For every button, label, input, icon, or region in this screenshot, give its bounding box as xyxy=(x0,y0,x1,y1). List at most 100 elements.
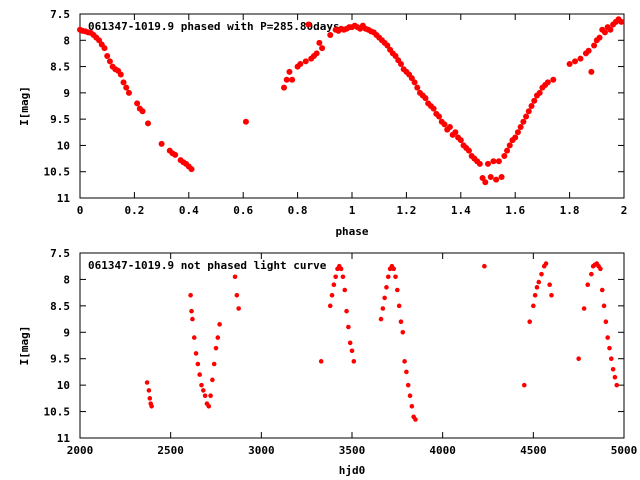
y-tick-label: 9 xyxy=(63,326,70,339)
y-tick-label: 8.5 xyxy=(50,61,70,74)
data-point xyxy=(117,71,124,78)
x-tick-label: 2500 xyxy=(157,444,184,457)
data-point xyxy=(547,282,552,288)
data-point xyxy=(349,348,355,354)
data-point xyxy=(211,361,217,367)
data-point xyxy=(430,105,437,112)
chart-title: 061347-1019.9 phased with P=285.80days xyxy=(88,20,340,33)
data-point xyxy=(195,361,201,367)
data-point xyxy=(400,329,406,335)
data-point xyxy=(589,271,594,277)
data-point xyxy=(189,308,194,314)
data-point xyxy=(577,55,584,62)
data-point xyxy=(414,84,421,91)
x-tick-label: 0.8 xyxy=(288,204,308,217)
data-point xyxy=(331,282,337,288)
data-point xyxy=(172,151,179,158)
data-point xyxy=(581,306,587,311)
data-point xyxy=(378,316,384,322)
data-point xyxy=(242,118,249,125)
data-point xyxy=(327,32,334,39)
data-point xyxy=(125,89,132,96)
x-axis-label: phase xyxy=(335,225,368,238)
data-point xyxy=(550,76,557,83)
data-point xyxy=(566,60,573,67)
x-tick-label: 5000 xyxy=(611,444,638,457)
plot-frame xyxy=(79,252,625,439)
x-tick-label: 1 xyxy=(349,204,356,217)
data-point xyxy=(598,266,603,272)
data-point xyxy=(215,335,221,340)
y-tick-label: 9.5 xyxy=(50,113,70,126)
data-point xyxy=(605,335,610,340)
data-point xyxy=(506,142,513,149)
y-tick-label: 10.5 xyxy=(44,166,71,179)
data-point xyxy=(391,266,397,272)
data-point xyxy=(382,295,387,301)
data-point xyxy=(607,26,614,33)
data-point xyxy=(527,319,533,325)
data-point xyxy=(482,179,489,186)
data-point xyxy=(512,134,519,141)
data-point xyxy=(206,403,212,409)
data-point xyxy=(147,396,153,401)
x-tick-label: 1.6 xyxy=(505,204,525,217)
data-point xyxy=(531,303,536,309)
unphased-light-curve-panel: 2000 2500 3000 3500 4000 4500 5000 7.5 8 8.5 9 9.5 1… xyxy=(18,247,637,477)
data-point xyxy=(333,274,338,280)
data-point xyxy=(618,18,625,25)
data-point xyxy=(208,393,213,399)
data-point xyxy=(543,261,549,266)
data-point xyxy=(139,108,146,115)
x-tick-label: 0.6 xyxy=(233,204,253,217)
data-point xyxy=(283,76,290,83)
data-point xyxy=(199,382,204,388)
data-point xyxy=(607,345,612,351)
y-tick-label: 10.5 xyxy=(44,406,71,419)
x-tick-label: 2000 xyxy=(67,444,94,457)
data-point xyxy=(610,366,616,372)
y-tick-label: 8.5 xyxy=(50,300,70,313)
data-point xyxy=(146,388,152,393)
data-point xyxy=(149,403,154,409)
data-point xyxy=(614,382,620,388)
data-point xyxy=(188,166,195,173)
data-point xyxy=(384,285,389,290)
data-point xyxy=(498,173,505,180)
data-point xyxy=(523,113,530,120)
data-point xyxy=(407,393,413,399)
data-point xyxy=(532,292,538,298)
data-point xyxy=(217,322,222,327)
data-point xyxy=(106,58,113,65)
data-point xyxy=(213,345,219,351)
data-point xyxy=(482,263,487,269)
data-point xyxy=(446,124,453,131)
data-point xyxy=(528,103,535,109)
y-tick-label: 7.5 xyxy=(50,247,70,260)
chart-title: 061347-1019.9 not phased light curve xyxy=(88,259,327,272)
data-point xyxy=(405,382,411,388)
data-point xyxy=(585,282,591,288)
y-axis-label: I[mag] xyxy=(18,326,31,366)
x-tick-label: 2 xyxy=(621,204,628,217)
data-point xyxy=(525,108,532,115)
data-point xyxy=(588,68,595,75)
data-point xyxy=(344,308,349,314)
data-point xyxy=(539,271,544,277)
data-point xyxy=(549,292,554,298)
x-tick-label: 1.8 xyxy=(560,204,580,217)
data-point xyxy=(398,319,404,325)
data-point xyxy=(144,380,150,385)
data-point xyxy=(409,403,415,409)
y-axis-label: I[mag] xyxy=(18,86,31,126)
data-point xyxy=(338,266,344,272)
y-tick-label: 9.5 xyxy=(50,353,70,366)
data-point xyxy=(534,285,540,290)
data-point xyxy=(436,113,443,120)
data-point xyxy=(520,118,527,125)
data-point xyxy=(609,356,614,362)
data-point xyxy=(397,60,404,67)
y-tick-label: 11 xyxy=(57,432,71,445)
x-tick-label: 3500 xyxy=(339,444,366,457)
data-point xyxy=(145,120,151,127)
